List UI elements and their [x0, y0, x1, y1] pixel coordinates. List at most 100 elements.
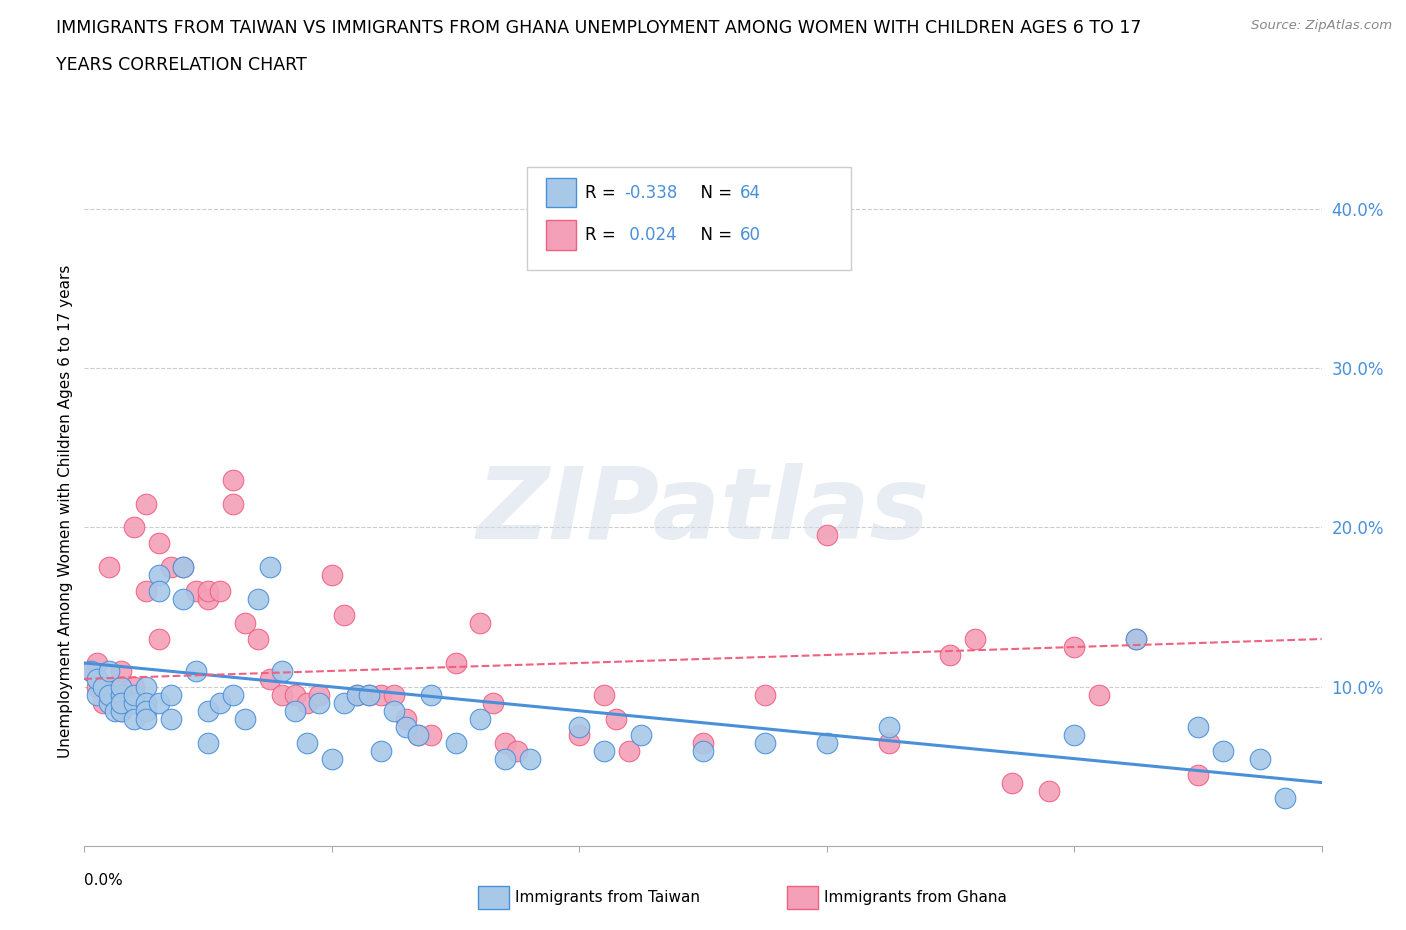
Point — [98, 680, 121, 695]
Point — [135, 696, 157, 711]
Point — [160, 711, 183, 726]
Text: Source: ZipAtlas.com: Source: ZipAtlas.com — [1251, 19, 1392, 32]
Point — [692, 743, 714, 758]
Point — [135, 711, 157, 726]
Point — [408, 727, 430, 742]
Point — [444, 656, 467, 671]
Point — [104, 703, 127, 718]
Point — [271, 663, 294, 678]
Point — [346, 687, 368, 702]
Point — [172, 591, 194, 606]
Point — [98, 687, 121, 702]
Point — [1063, 727, 1085, 742]
Point — [122, 696, 145, 711]
Point — [494, 751, 516, 766]
Point — [233, 711, 256, 726]
Point — [110, 703, 132, 718]
Point — [370, 743, 392, 758]
Point — [122, 687, 145, 702]
Point — [308, 696, 330, 711]
Point — [86, 687, 108, 702]
Text: 64: 64 — [740, 183, 761, 202]
Point — [444, 736, 467, 751]
Text: ZIPatlas: ZIPatlas — [477, 463, 929, 560]
Point — [98, 696, 121, 711]
Point — [419, 687, 441, 702]
Point — [246, 591, 269, 606]
Point — [939, 647, 962, 662]
Point — [110, 703, 132, 718]
Point — [259, 560, 281, 575]
Point — [135, 584, 157, 599]
Text: Immigrants from Ghana: Immigrants from Ghana — [824, 890, 1007, 905]
Point — [98, 560, 121, 575]
Point — [79, 663, 101, 678]
Point — [382, 703, 405, 718]
Point — [222, 472, 245, 487]
Point — [122, 711, 145, 726]
Point — [877, 736, 900, 751]
Text: YEARS CORRELATION CHART: YEARS CORRELATION CHART — [56, 56, 307, 73]
Point — [877, 719, 900, 734]
Point — [395, 711, 418, 726]
Text: 60: 60 — [740, 226, 761, 245]
Point — [79, 663, 101, 678]
Text: -0.338: -0.338 — [624, 183, 678, 202]
Point — [197, 703, 219, 718]
Point — [222, 496, 245, 511]
Point — [382, 687, 405, 702]
Text: N =: N = — [690, 226, 738, 245]
Point — [408, 727, 430, 742]
Point — [172, 560, 194, 575]
Point — [346, 687, 368, 702]
Point — [419, 727, 441, 742]
Point — [815, 736, 838, 751]
Point — [370, 687, 392, 702]
Point — [1249, 751, 1271, 766]
Point — [1187, 767, 1209, 782]
Point — [284, 687, 307, 702]
Point — [357, 687, 380, 702]
Point — [815, 528, 838, 543]
Point — [568, 719, 591, 734]
Point — [222, 687, 245, 702]
Text: N =: N = — [690, 183, 738, 202]
Point — [271, 687, 294, 702]
Point — [568, 727, 591, 742]
Point — [86, 671, 108, 686]
Point — [1212, 743, 1234, 758]
Point — [110, 687, 132, 702]
Point — [91, 680, 114, 695]
Point — [357, 687, 380, 702]
Point — [1038, 783, 1060, 798]
Point — [209, 584, 232, 599]
Point — [333, 607, 356, 622]
Point — [148, 568, 170, 583]
Point — [617, 743, 640, 758]
Point — [605, 711, 627, 726]
Text: 0.024: 0.024 — [624, 226, 676, 245]
Point — [148, 631, 170, 646]
Point — [209, 696, 232, 711]
Point — [110, 680, 132, 695]
Point — [295, 736, 318, 751]
Point — [395, 719, 418, 734]
Point — [148, 696, 170, 711]
Point — [98, 663, 121, 678]
Point — [135, 680, 157, 695]
Point — [470, 616, 492, 631]
Point — [197, 584, 219, 599]
Point — [692, 736, 714, 751]
Point — [246, 631, 269, 646]
Point — [295, 696, 318, 711]
Point — [110, 680, 132, 695]
Point — [135, 496, 157, 511]
Text: IMMIGRANTS FROM TAIWAN VS IMMIGRANTS FROM GHANA UNEMPLOYMENT AMONG WOMEN WITH CH: IMMIGRANTS FROM TAIWAN VS IMMIGRANTS FRO… — [56, 19, 1142, 36]
Point — [1274, 791, 1296, 806]
Point — [630, 727, 652, 742]
Point — [321, 568, 343, 583]
Point — [122, 680, 145, 695]
Point — [593, 687, 616, 702]
Text: R =: R = — [585, 226, 621, 245]
Point — [494, 736, 516, 751]
